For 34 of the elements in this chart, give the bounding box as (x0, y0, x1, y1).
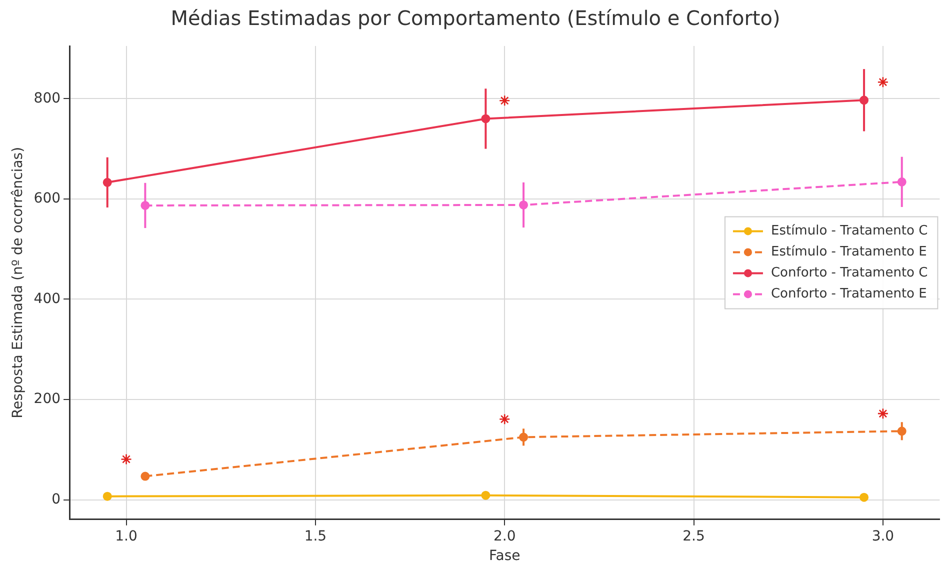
x-tick-label: 2.0 (493, 528, 516, 544)
point (860, 96, 869, 105)
point (860, 492, 869, 502)
point (877, 408, 889, 420)
x-tick-label: 3.0 (872, 528, 894, 544)
legend-label: Estímulo - Tratamento C (770, 224, 928, 239)
point (519, 432, 528, 442)
y-tick-label: 0 (52, 491, 61, 508)
point (140, 472, 150, 481)
y-tick-label: 800 (34, 90, 61, 106)
point (102, 178, 112, 187)
y-axis-title: Resposta Estimada (nº de ocorrências) (10, 146, 26, 418)
point (519, 200, 528, 210)
x-axis-title: Fase (488, 548, 520, 564)
x-tick-label: 2.5 (682, 528, 705, 544)
point (481, 114, 490, 124)
point (877, 76, 889, 88)
y-tick-label: 400 (34, 290, 61, 307)
x-tick-label: 1.0 (115, 528, 138, 544)
point (120, 454, 132, 465)
point (498, 413, 510, 425)
y-tick-label: 200 (34, 391, 61, 408)
chart-title: Médias Estimadas por Comportamento (Estímulo e Conforto) (170, 6, 780, 30)
point (897, 177, 906, 186)
y-tick-label: 600 (34, 190, 61, 207)
point (481, 490, 490, 500)
point (498, 95, 510, 106)
x-tick-label: 1.5 (304, 528, 327, 544)
point (102, 492, 112, 501)
legend-label: Conforto - Tratamento E (770, 286, 927, 302)
point (140, 200, 150, 210)
legend-label: Estímulo - Tratamento E (770, 244, 927, 260)
point (897, 426, 906, 436)
legend-label: Conforto - Tratamento C (770, 266, 928, 281)
